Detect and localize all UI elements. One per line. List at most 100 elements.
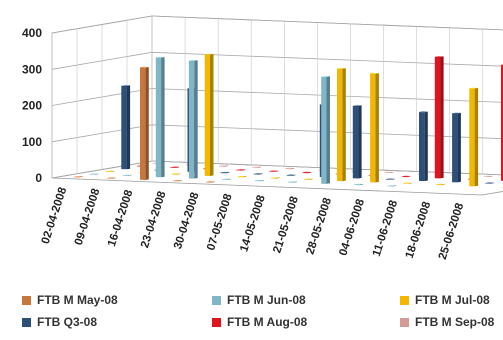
bar <box>173 180 182 182</box>
bar-face <box>204 54 210 176</box>
bar-top <box>436 183 445 185</box>
bar-top <box>121 85 131 86</box>
bar-side <box>79 176 83 178</box>
bar-side <box>225 172 230 174</box>
bar-top <box>253 173 263 174</box>
legend-item: FTB M May-08 <box>22 293 118 307</box>
bar <box>321 76 330 184</box>
bar-face <box>155 57 162 178</box>
bar-side <box>307 172 312 174</box>
bar <box>122 174 132 176</box>
bar-top <box>288 181 297 182</box>
bar-face <box>434 56 441 179</box>
bar <box>452 112 461 183</box>
legend-label: FTB M May-08 <box>37 293 118 307</box>
legend-label: FTB Q3-08 <box>37 315 98 329</box>
bar-top <box>434 56 444 57</box>
bar-side <box>358 105 362 179</box>
bar <box>155 56 165 178</box>
bar-top <box>401 175 411 177</box>
bar-face <box>236 169 242 171</box>
bar-top <box>303 178 313 180</box>
bar <box>270 177 280 179</box>
bar <box>106 177 116 179</box>
legend-item: FTB M Aug-08 <box>212 315 307 329</box>
x-tick-label: 23-04-2008 <box>139 189 169 249</box>
y-axis-ticks: 0 100 200 300 400 <box>22 26 42 185</box>
bar-top <box>403 182 412 184</box>
bar <box>403 182 412 184</box>
bar-top <box>171 173 181 175</box>
bar <box>285 167 295 170</box>
bar <box>337 68 346 182</box>
bar-face <box>255 180 261 182</box>
bar-side <box>176 173 181 175</box>
bar-face <box>370 73 376 183</box>
bar-top <box>387 185 397 186</box>
bar-top <box>105 170 115 172</box>
bar <box>73 176 83 178</box>
bar-top <box>337 68 346 69</box>
bar <box>236 169 246 171</box>
bar-face <box>121 85 127 170</box>
chart-legend: FTB M May-08 FTB M Jun-08 FTB M Jul-08 FTB … <box>0 290 503 340</box>
bar-face <box>286 175 292 176</box>
bar-face <box>483 176 489 177</box>
bar-side <box>440 56 444 179</box>
bar-side <box>161 57 165 178</box>
bar-face <box>270 177 277 179</box>
bar-side <box>276 177 280 179</box>
legend-swatch <box>212 295 221 305</box>
bar-top <box>270 177 280 178</box>
bar-top <box>485 182 494 184</box>
bar-top <box>188 60 198 61</box>
bar <box>434 56 444 179</box>
bar-face <box>387 185 393 187</box>
bar <box>170 166 179 168</box>
bar-face <box>253 173 259 175</box>
bar-face <box>302 172 308 174</box>
bar-top <box>237 175 247 177</box>
bar-face <box>140 67 146 180</box>
bar-face <box>452 113 458 183</box>
bar-top <box>269 170 279 172</box>
legend-swatch <box>22 317 31 327</box>
bar-top <box>73 176 83 177</box>
bar <box>105 170 115 172</box>
bar-side <box>211 181 215 183</box>
bar-top <box>173 180 182 181</box>
bar-top <box>285 167 295 169</box>
legend-label: FTB M Sep-08 <box>415 315 495 329</box>
bar-side <box>326 76 330 184</box>
bar <box>485 182 494 184</box>
bar-face <box>352 105 359 179</box>
y-tick-label: 100 <box>22 135 42 149</box>
bar-side <box>407 176 411 178</box>
bar-side <box>375 73 379 183</box>
bar-side <box>293 181 297 183</box>
bar-side <box>94 173 99 175</box>
legend-item: FTB Q3-08 <box>22 315 97 329</box>
x-tick-label: 11-06-2008 <box>371 198 401 258</box>
bar-face <box>220 172 226 174</box>
bar-side <box>224 165 228 167</box>
bar <box>303 178 313 180</box>
bar-top <box>255 179 264 181</box>
bar-side <box>290 168 295 170</box>
bar-top <box>170 166 179 168</box>
bar-side <box>175 166 179 168</box>
bar <box>288 181 297 183</box>
bar-top <box>469 87 479 89</box>
bar-top <box>483 175 493 177</box>
legend-swatch <box>22 295 31 305</box>
bar-face <box>385 179 392 180</box>
bar-top <box>452 112 461 114</box>
bar-face <box>384 172 390 174</box>
chart-gridlines <box>51 15 503 179</box>
x-tick-label: 18-06-2008 <box>404 200 434 260</box>
bar-face <box>221 179 228 180</box>
bar-face <box>237 176 244 178</box>
bar <box>255 179 264 182</box>
bar-top <box>140 66 149 68</box>
bar-face <box>206 181 212 183</box>
